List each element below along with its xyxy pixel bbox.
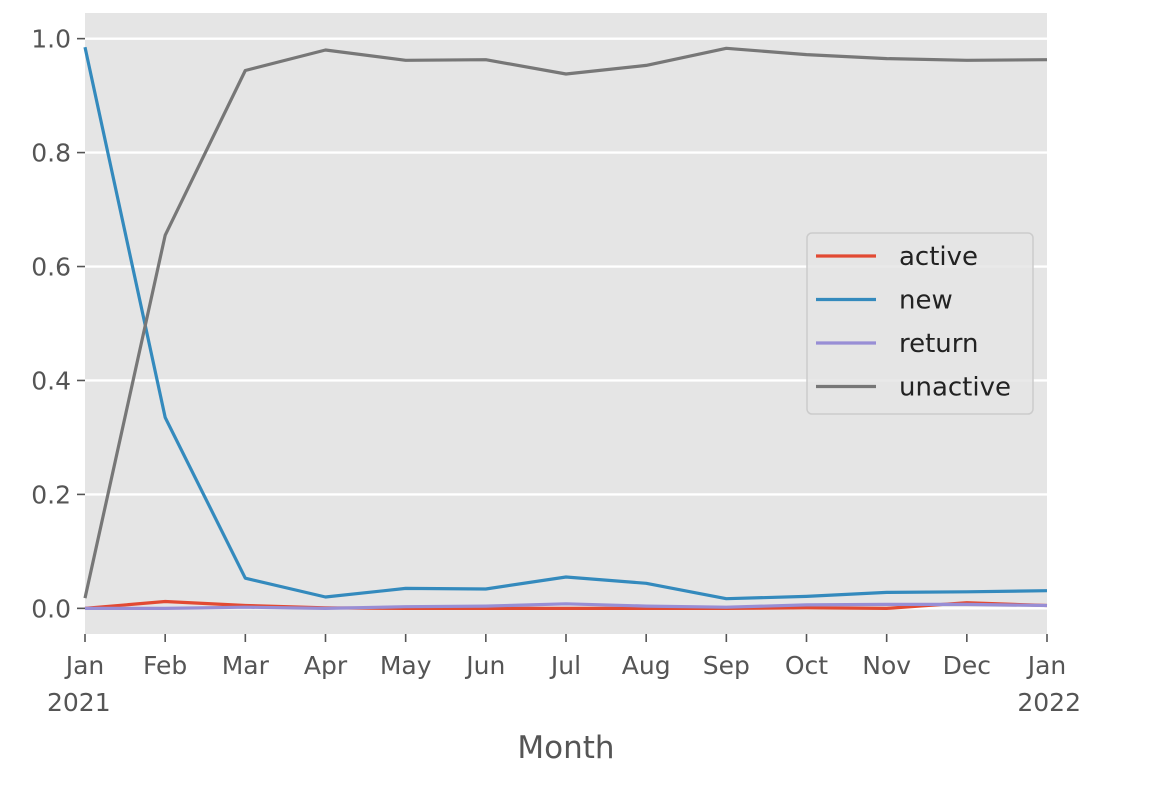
x-tick-label: May xyxy=(380,651,432,680)
x-tick-label: Apr xyxy=(304,651,348,680)
x-axis-ticks: Jan 2021 Feb Mar Apr May Jun Jul Aug Sep Oct Nov Dec… xyxy=(47,634,1081,717)
x-tick-label: Sep xyxy=(703,651,750,680)
x-tick-label: Nov xyxy=(862,651,911,680)
y-tick-label: 0.2 xyxy=(31,480,71,509)
x-tick-label: Jul xyxy=(549,651,581,680)
x-tick-label: Dec xyxy=(943,651,991,680)
x-tick-label: Aug xyxy=(622,651,671,680)
legend-label-return: return xyxy=(899,329,979,359)
series-line-new xyxy=(83,46,1048,601)
y-axis-ticks: 0.0 0.2 0.4 0.6 0.8 1.0 xyxy=(31,25,85,623)
legend: active new return unactive xyxy=(806,232,1034,415)
x-tick-year-label: 2021 xyxy=(47,688,111,717)
x-tick-label: Jun xyxy=(464,651,505,680)
series-line-active xyxy=(84,599,1048,611)
x-tick-label: Feb xyxy=(143,651,187,680)
legend-label-unactive: unactive xyxy=(899,373,1011,403)
legend-box xyxy=(806,232,1034,415)
x-tick-label: Jan xyxy=(1026,651,1067,680)
legend-label-active: active xyxy=(899,242,978,272)
y-tick-label: 1.0 xyxy=(31,25,71,54)
series-lines xyxy=(83,46,1048,611)
x-axis-label: Month xyxy=(517,730,614,766)
x-tick-label: Oct xyxy=(785,651,828,680)
x-tick-label: Jan xyxy=(64,651,105,680)
x-tick-year-label: 2022 xyxy=(1017,688,1081,717)
series-line-return xyxy=(85,602,1048,611)
y-tick-label: 0.4 xyxy=(31,366,71,395)
y-tick-label: 0.0 xyxy=(31,594,71,623)
y-tick-label: 0.6 xyxy=(31,253,71,282)
series-line-unactive xyxy=(83,46,1048,599)
y-tick-label: 0.8 xyxy=(31,139,71,168)
x-tick-label: Mar xyxy=(222,651,270,680)
legend-label-new: new xyxy=(899,286,953,316)
